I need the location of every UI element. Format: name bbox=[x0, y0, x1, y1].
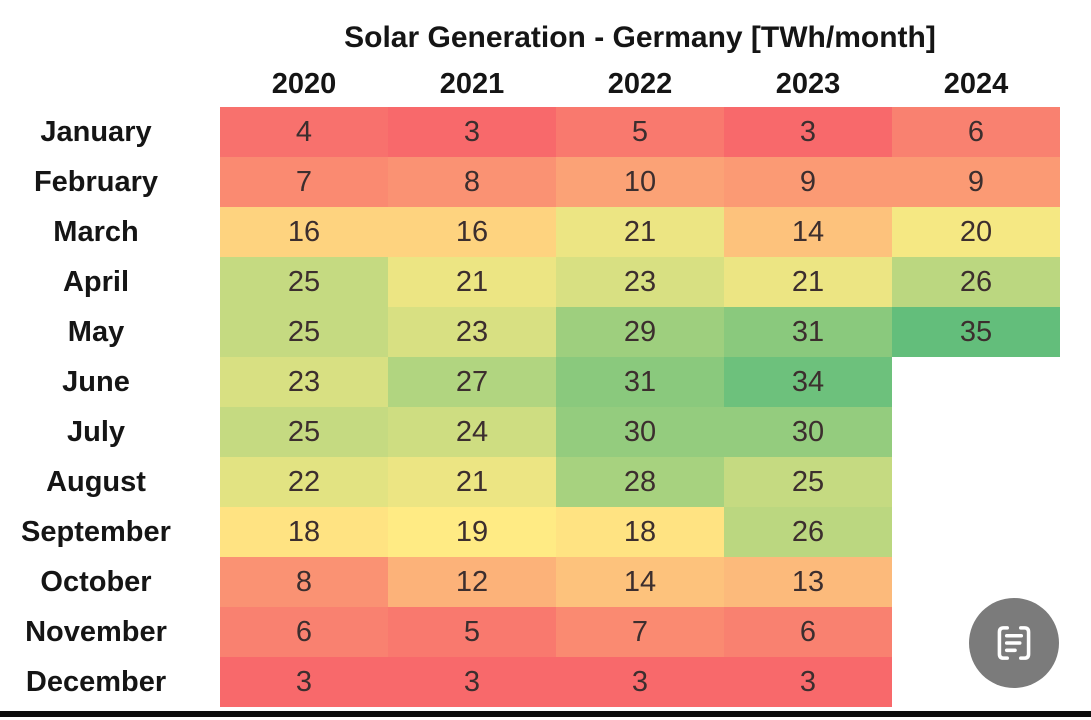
heatmap-cell-may-2021: 23 bbox=[388, 307, 556, 357]
heatmap-cell-january-2020: 4 bbox=[220, 107, 388, 157]
heatmap-cell-december-2020: 3 bbox=[220, 657, 388, 707]
heatmap-cell-march-2021: 16 bbox=[388, 207, 556, 257]
year-header-2020: 2020 bbox=[271, 68, 337, 100]
heatmap-cell-january-2022: 5 bbox=[556, 107, 724, 157]
heatmap-cell-july-2023: 30 bbox=[724, 407, 892, 457]
heatmap-cell-april-2021: 21 bbox=[388, 257, 556, 307]
month-label-january: January bbox=[40, 115, 152, 148]
heatmap-cell-october-2020: 8 bbox=[220, 557, 388, 607]
heatmap-cell-march-2022: 21 bbox=[556, 207, 724, 257]
heatmap-cell-august-2020: 22 bbox=[220, 457, 388, 507]
heatmap-cell-november-2023: 6 bbox=[724, 607, 892, 657]
chart-title: Solar Generation - Germany [TWh/month] bbox=[344, 21, 936, 54]
heatmap-cell-september-2021: 19 bbox=[388, 507, 556, 557]
heatmap-cell-march-2020: 16 bbox=[220, 207, 388, 257]
heatmap-cell-march-2023: 14 bbox=[724, 207, 892, 257]
month-label-july: July bbox=[66, 415, 126, 448]
heatmap-cell-june-2020: 23 bbox=[220, 357, 388, 407]
heatmap-cell-february-2023: 9 bbox=[724, 157, 892, 207]
month-label-march: March bbox=[53, 215, 139, 248]
heatmap-cell-august-2024 bbox=[892, 457, 1060, 507]
heatmap-cell-november-2020: 6 bbox=[220, 607, 388, 657]
year-header-2023: 2023 bbox=[775, 68, 841, 100]
month-label-june: June bbox=[62, 365, 130, 398]
month-label-september: September bbox=[21, 515, 171, 548]
heatmap-cell-august-2023: 25 bbox=[724, 457, 892, 507]
heatmap-cell-may-2020: 25 bbox=[220, 307, 388, 357]
heatmap-cell-september-2023: 26 bbox=[724, 507, 892, 557]
heatmap-cell-february-2021: 8 bbox=[388, 157, 556, 207]
heatmap-cell-may-2024: 35 bbox=[892, 307, 1060, 357]
heatmap-cell-june-2023: 34 bbox=[724, 357, 892, 407]
heatmap-cell-october-2022: 14 bbox=[556, 557, 724, 607]
bottom-bar bbox=[0, 711, 1091, 717]
heatmap-cell-july-2024 bbox=[892, 407, 1060, 457]
heatmap-cell-june-2022: 31 bbox=[556, 357, 724, 407]
heatmap-cell-january-2024: 6 bbox=[892, 107, 1060, 157]
heatmap-cell-december-2022: 3 bbox=[556, 657, 724, 707]
heatmap-cell-september-2022: 18 bbox=[556, 507, 724, 557]
heatmap-cell-september-2024 bbox=[892, 507, 1060, 557]
heatmap-cell-november-2021: 5 bbox=[388, 607, 556, 657]
heatmap-cell-april-2022: 23 bbox=[556, 257, 724, 307]
heatmap-cell-june-2024 bbox=[892, 357, 1060, 407]
heatmap-cell-february-2022: 10 bbox=[556, 157, 724, 207]
heatmap-cell-august-2021: 21 bbox=[388, 457, 556, 507]
month-label-april: April bbox=[62, 265, 130, 298]
heatmap-cell-april-2020: 25 bbox=[220, 257, 388, 307]
month-label-december: December bbox=[25, 665, 167, 698]
heatmap-cell-april-2023: 21 bbox=[724, 257, 892, 307]
heatmap-cell-october-2024 bbox=[892, 557, 1060, 607]
heatmap-cell-july-2021: 24 bbox=[388, 407, 556, 457]
heatmap-cell-january-2023: 3 bbox=[724, 107, 892, 157]
month-label-november: November bbox=[25, 615, 167, 648]
heatmap-cell-july-2022: 30 bbox=[556, 407, 724, 457]
month-label-august: August bbox=[46, 465, 146, 498]
heatmap-cell-december-2023: 3 bbox=[724, 657, 892, 707]
month-label-february: February bbox=[33, 165, 159, 198]
heatmap-cell-january-2021: 3 bbox=[388, 107, 556, 157]
heatmap-cell-november-2022: 7 bbox=[556, 607, 724, 657]
heatmap-cell-july-2020: 25 bbox=[220, 407, 388, 457]
year-header-2024: 2024 bbox=[943, 68, 1009, 100]
heatmap-grid: 2020 2021 2022 2023 2024 January 4 3 5 3 6 February… bbox=[0, 62, 1060, 707]
scan-text-button[interactable] bbox=[969, 598, 1059, 688]
corner-cell bbox=[0, 62, 220, 107]
heatmap-cell-june-2021: 27 bbox=[388, 357, 556, 407]
heatmap-cell-may-2022: 29 bbox=[556, 307, 724, 357]
heatmap-cell-september-2020: 18 bbox=[220, 507, 388, 557]
year-header-2022: 2022 bbox=[607, 68, 673, 100]
month-label-may: May bbox=[67, 315, 125, 348]
heatmap-cell-october-2023: 13 bbox=[724, 557, 892, 607]
heatmap-cell-may-2023: 31 bbox=[724, 307, 892, 357]
heatmap-cell-december-2021: 3 bbox=[388, 657, 556, 707]
heatmap-cell-april-2024: 26 bbox=[892, 257, 1060, 307]
heatmap-cell-march-2024: 20 bbox=[892, 207, 1060, 257]
scan-text-icon bbox=[997, 626, 1031, 660]
year-header-2021: 2021 bbox=[439, 68, 505, 100]
month-label-october: October bbox=[40, 565, 152, 598]
heatmap-cell-february-2020: 7 bbox=[220, 157, 388, 207]
heatmap-cell-october-2021: 12 bbox=[388, 557, 556, 607]
heatmap-cell-february-2024: 9 bbox=[892, 157, 1060, 207]
heatmap-cell-august-2022: 28 bbox=[556, 457, 724, 507]
